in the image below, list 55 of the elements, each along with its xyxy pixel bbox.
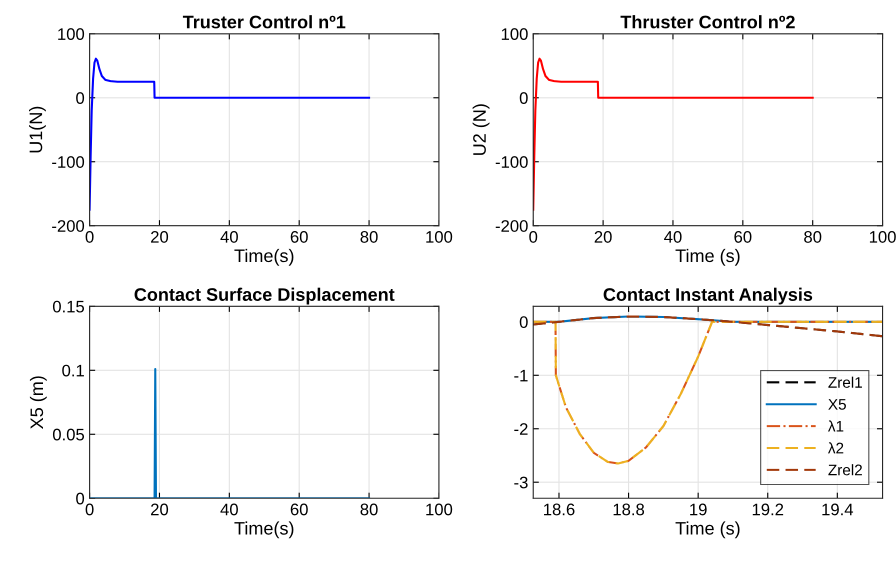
y-tick-label: -200 <box>496 220 528 232</box>
x-tick-label: 40 <box>664 231 682 243</box>
x-tick-label: 20 <box>594 231 612 243</box>
y-axis-title: X5 (m) <box>30 376 47 429</box>
y-tick-label: 0.15 <box>52 300 84 313</box>
y-tick-label: -200 <box>52 220 84 232</box>
y-tick-label: -1 <box>514 370 528 382</box>
y-tick-label: -100 <box>496 156 528 168</box>
y-axis-title: U1(N) <box>29 106 46 152</box>
chart-title: Truster Control nº1 <box>182 15 346 28</box>
legend-label: λ2 <box>828 442 844 454</box>
x-tick-label: 40 <box>220 231 238 243</box>
x-tick-label: 60 <box>734 231 752 243</box>
y-tick-label: 0 <box>520 316 528 328</box>
x-axis-title: Time (s) <box>676 248 740 266</box>
x-tick-label: 100 <box>426 231 452 243</box>
x-axis-title: Time (s) <box>676 521 740 538</box>
x-tick-label: 40 <box>220 504 238 516</box>
x-tick-label: 0 <box>529 231 538 243</box>
y-tick-label: -2 <box>514 423 528 435</box>
x-tick-label: 80 <box>360 231 378 243</box>
x-axis-title: Time(s) <box>234 248 294 266</box>
y-tick-label: 0.1 <box>62 364 84 377</box>
x-tick-label: 80 <box>360 504 378 516</box>
y-tick-label: -3 <box>514 476 528 488</box>
y-tick-label: 0 <box>76 92 84 104</box>
legend-label: λ1 <box>828 420 844 432</box>
legend-label: Zrel1 <box>828 376 862 388</box>
x-tick-label: 19.2 <box>752 504 784 516</box>
x-tick-label: 19.4 <box>822 504 854 516</box>
legend-label: X5 <box>828 399 846 410</box>
x-tick-label: 20 <box>151 504 168 516</box>
chart-title: Contact Surface Displacement <box>134 288 394 305</box>
x-tick-label: 0 <box>86 231 94 243</box>
x-tick-label: 0 <box>86 504 94 516</box>
y-tick-label: 100 <box>502 28 528 40</box>
y-tick-label: 0 <box>76 492 84 504</box>
x-tick-label: 60 <box>290 231 308 243</box>
y-tick-label: -100 <box>52 156 84 168</box>
x-tick-label: 20 <box>151 231 168 243</box>
legend-label: Zrel2 <box>828 464 862 476</box>
y-axis-title: U2 (N) <box>472 104 490 155</box>
x-axis-title: Time(s) <box>234 521 294 538</box>
chart-title: Thruster Control nº2 <box>620 15 795 28</box>
x-tick-label: 100 <box>426 504 452 516</box>
y-tick-label: 100 <box>58 28 84 40</box>
x-tick-label: 60 <box>290 504 308 516</box>
chart-title: Contact Instant Analysis <box>604 288 812 305</box>
x-tick-label: 18.8 <box>614 504 644 516</box>
x-tick-label: 19 <box>690 504 707 516</box>
y-tick-label: 0.05 <box>52 428 84 440</box>
x-tick-label: 100 <box>870 231 896 243</box>
y-tick-label: 0 <box>520 92 528 104</box>
x-tick-label: 80 <box>804 231 822 243</box>
x-tick-label: 18.6 <box>544 504 574 516</box>
